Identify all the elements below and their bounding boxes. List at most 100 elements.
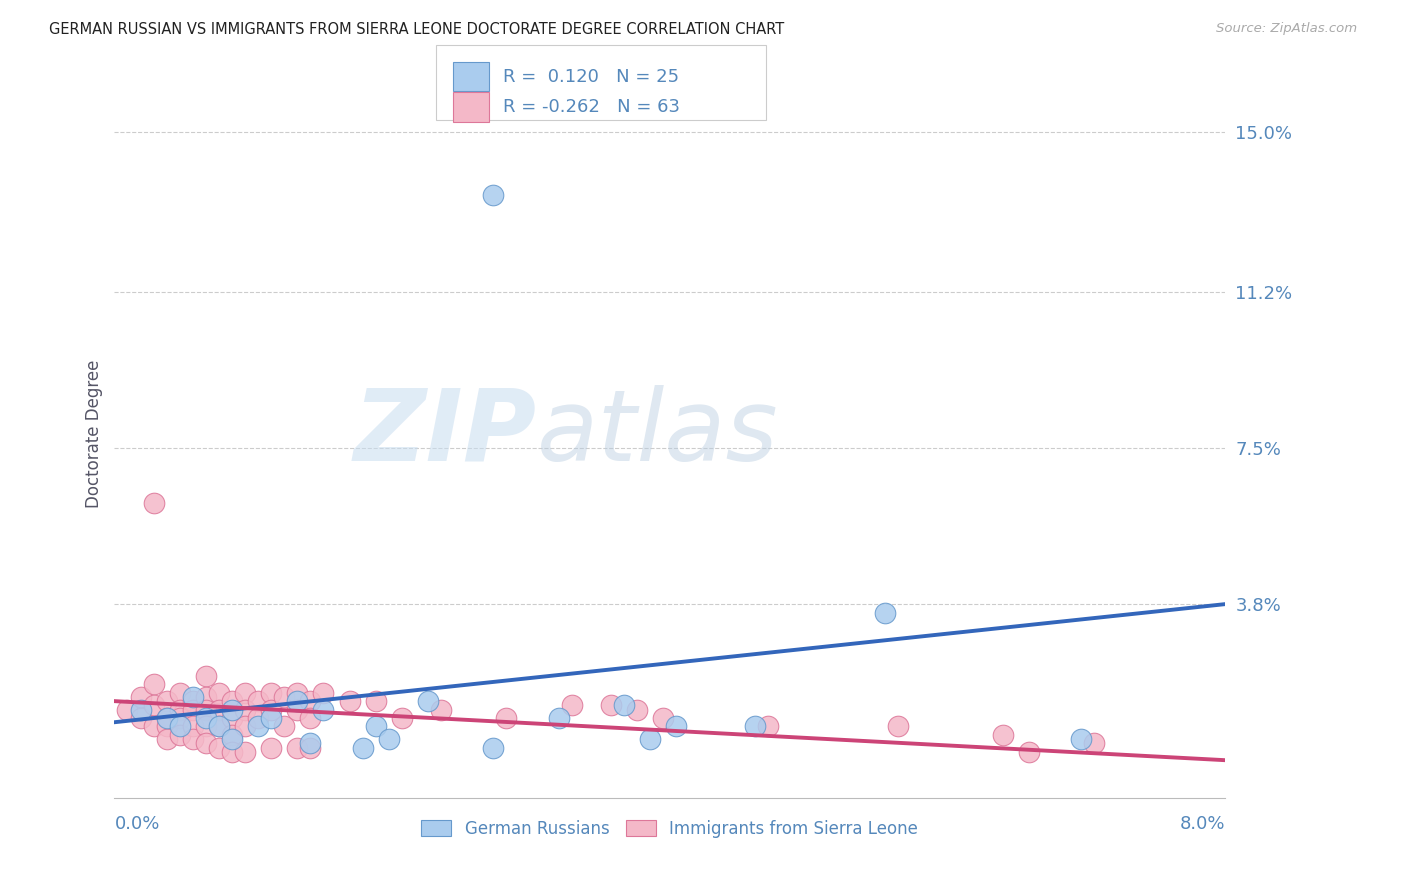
- Point: [169, 719, 191, 733]
- Point: [247, 711, 270, 725]
- Point: [312, 702, 335, 716]
- Point: [299, 694, 322, 708]
- Point: [482, 188, 505, 202]
- Point: [221, 694, 243, 708]
- Point: [169, 686, 191, 700]
- Point: [142, 698, 165, 713]
- Point: [181, 690, 204, 704]
- Point: [156, 719, 179, 733]
- Point: [665, 719, 688, 733]
- Point: [991, 728, 1014, 742]
- Text: R = -0.262   N = 63: R = -0.262 N = 63: [503, 98, 681, 116]
- Point: [194, 669, 217, 683]
- Point: [142, 719, 165, 733]
- Point: [208, 702, 231, 716]
- Point: [339, 694, 361, 708]
- Point: [495, 711, 517, 725]
- Point: [626, 702, 648, 716]
- Point: [247, 694, 270, 708]
- Point: [181, 694, 204, 708]
- Point: [312, 686, 335, 700]
- Point: [285, 686, 308, 700]
- Point: [744, 719, 766, 733]
- Point: [887, 719, 910, 733]
- Text: Source: ZipAtlas.com: Source: ZipAtlas.com: [1216, 22, 1357, 36]
- Point: [194, 719, 217, 733]
- Text: ZIP: ZIP: [353, 384, 537, 482]
- Point: [273, 690, 295, 704]
- Point: [482, 740, 505, 755]
- Point: [299, 740, 322, 755]
- Point: [208, 719, 231, 733]
- Point: [260, 702, 283, 716]
- Point: [221, 745, 243, 759]
- Point: [1018, 745, 1040, 759]
- Point: [233, 745, 256, 759]
- Point: [208, 719, 231, 733]
- Point: [169, 711, 191, 725]
- Point: [181, 732, 204, 747]
- Point: [378, 732, 401, 747]
- Point: [221, 732, 243, 747]
- Point: [181, 702, 204, 716]
- Point: [129, 690, 152, 704]
- Point: [208, 686, 231, 700]
- Text: 0.0%: 0.0%: [114, 815, 160, 833]
- Point: [247, 719, 270, 733]
- Point: [129, 702, 152, 716]
- Point: [233, 686, 256, 700]
- Point: [156, 711, 179, 725]
- Point: [169, 728, 191, 742]
- Point: [142, 677, 165, 691]
- Point: [875, 606, 897, 620]
- Point: [364, 719, 387, 733]
- Point: [221, 711, 243, 725]
- Point: [364, 694, 387, 708]
- Point: [194, 702, 217, 716]
- Point: [129, 711, 152, 725]
- Text: 8.0%: 8.0%: [1180, 815, 1225, 833]
- Point: [260, 711, 283, 725]
- Point: [117, 702, 139, 716]
- Point: [260, 686, 283, 700]
- Point: [208, 740, 231, 755]
- Point: [194, 690, 217, 704]
- Point: [142, 496, 165, 510]
- Point: [194, 711, 217, 725]
- Point: [299, 736, 322, 750]
- Point: [299, 711, 322, 725]
- Point: [181, 719, 204, 733]
- Point: [233, 719, 256, 733]
- Point: [156, 711, 179, 725]
- Point: [285, 702, 308, 716]
- Point: [169, 702, 191, 716]
- Point: [233, 702, 256, 716]
- Point: [600, 698, 623, 713]
- Point: [1070, 732, 1092, 747]
- Text: R =  0.120   N = 25: R = 0.120 N = 25: [503, 68, 679, 86]
- Point: [638, 732, 661, 747]
- Point: [260, 740, 283, 755]
- Text: atlas: atlas: [537, 384, 778, 482]
- Point: [221, 702, 243, 716]
- Legend: German Russians, Immigrants from Sierra Leone: German Russians, Immigrants from Sierra …: [415, 814, 925, 845]
- Point: [430, 702, 453, 716]
- Point: [547, 711, 569, 725]
- Point: [391, 711, 413, 725]
- Point: [613, 698, 636, 713]
- Text: GERMAN RUSSIAN VS IMMIGRANTS FROM SIERRA LEONE DOCTORATE DEGREE CORRELATION CHAR: GERMAN RUSSIAN VS IMMIGRANTS FROM SIERRA…: [49, 22, 785, 37]
- Point: [221, 728, 243, 742]
- Point: [156, 732, 179, 747]
- Point: [273, 719, 295, 733]
- Point: [652, 711, 675, 725]
- Point: [756, 719, 779, 733]
- Point: [285, 740, 308, 755]
- Point: [352, 740, 374, 755]
- Point: [416, 694, 439, 708]
- Point: [194, 736, 217, 750]
- Point: [285, 694, 308, 708]
- Point: [156, 694, 179, 708]
- Point: [561, 698, 583, 713]
- Point: [1083, 736, 1105, 750]
- Y-axis label: Doctorate Degree: Doctorate Degree: [86, 359, 103, 508]
